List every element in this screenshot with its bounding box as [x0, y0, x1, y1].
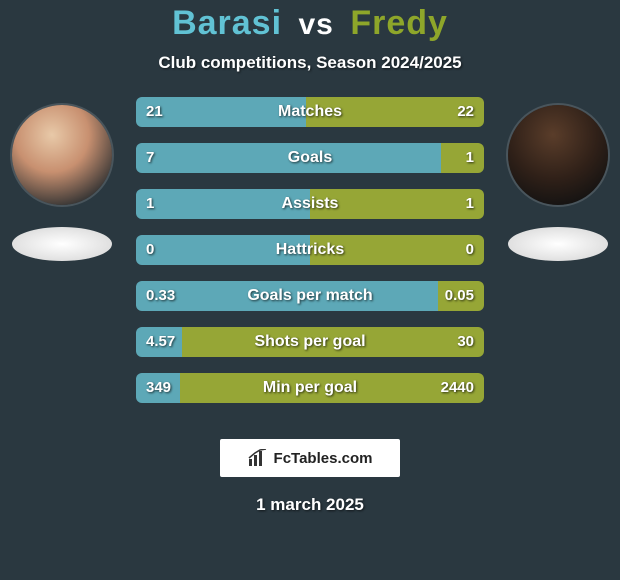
player-right-avatar — [508, 105, 608, 205]
bar-value-right: 0.05 — [435, 281, 484, 311]
stat-bar: Shots per goal4.57 30 — [136, 327, 484, 357]
subtitle: Club competitions, Season 2024/2025 — [0, 53, 620, 73]
player-left-avatar — [12, 105, 112, 205]
bar-value-right: 2440 — [431, 373, 484, 403]
brand-box: FcTables.com — [220, 439, 400, 477]
bar-value-right: 1 — [456, 143, 484, 173]
body-row: Matches2122Goals71Assists11Hattricks00Go… — [0, 97, 620, 427]
bar-value-left: 1 — [136, 189, 164, 219]
title-vs: vs — [299, 8, 334, 41]
bar-value-right: 22 — [447, 97, 484, 127]
player-left-badge — [12, 227, 112, 261]
bar-value-right: 1 — [456, 189, 484, 219]
bar-label: Goals per match — [136, 281, 484, 311]
player-right-badge — [508, 227, 608, 261]
bar-label: Assists — [136, 189, 484, 219]
brand-icon — [248, 449, 268, 467]
stat-bar: Hattricks0 0 — [136, 235, 484, 265]
bar-label: Hattricks — [136, 235, 484, 265]
bar-value-left: 7 — [136, 143, 164, 173]
stat-bar: Matches21 22 — [136, 97, 484, 127]
stat-bar: Assists1 1 — [136, 189, 484, 219]
bar-value-left: 0 — [136, 235, 164, 265]
bar-value-right: 0 — [456, 235, 484, 265]
stat-bar: Goals per match0.33 0.05 — [136, 281, 484, 311]
bar-label: Goals — [136, 143, 484, 173]
bar-value-left: 349 — [136, 373, 181, 403]
stat-bar: Goals7 1 — [136, 143, 484, 173]
bar-label: Shots per goal — [136, 327, 484, 357]
bar-value-left: 0.33 — [136, 281, 185, 311]
stat-bar: Min per goal3492440 — [136, 373, 484, 403]
brand-text: FcTables.com — [274, 450, 373, 467]
bar-value-left: 4.57 — [136, 327, 185, 357]
title-player1: Barasi — [172, 4, 282, 42]
bar-value-left: 21 — [136, 97, 173, 127]
date-text: 1 march 2025 — [0, 495, 620, 515]
stat-bars: Matches2122Goals71Assists11Hattricks00Go… — [136, 97, 484, 419]
comparison-card: Barasi vs Fredy Club competitions, Seaso… — [0, 0, 620, 580]
bar-value-right: 30 — [447, 327, 484, 357]
bar-label: Matches — [136, 97, 484, 127]
title-player2: Fredy — [350, 4, 448, 42]
title: Barasi vs Fredy — [0, 4, 620, 43]
